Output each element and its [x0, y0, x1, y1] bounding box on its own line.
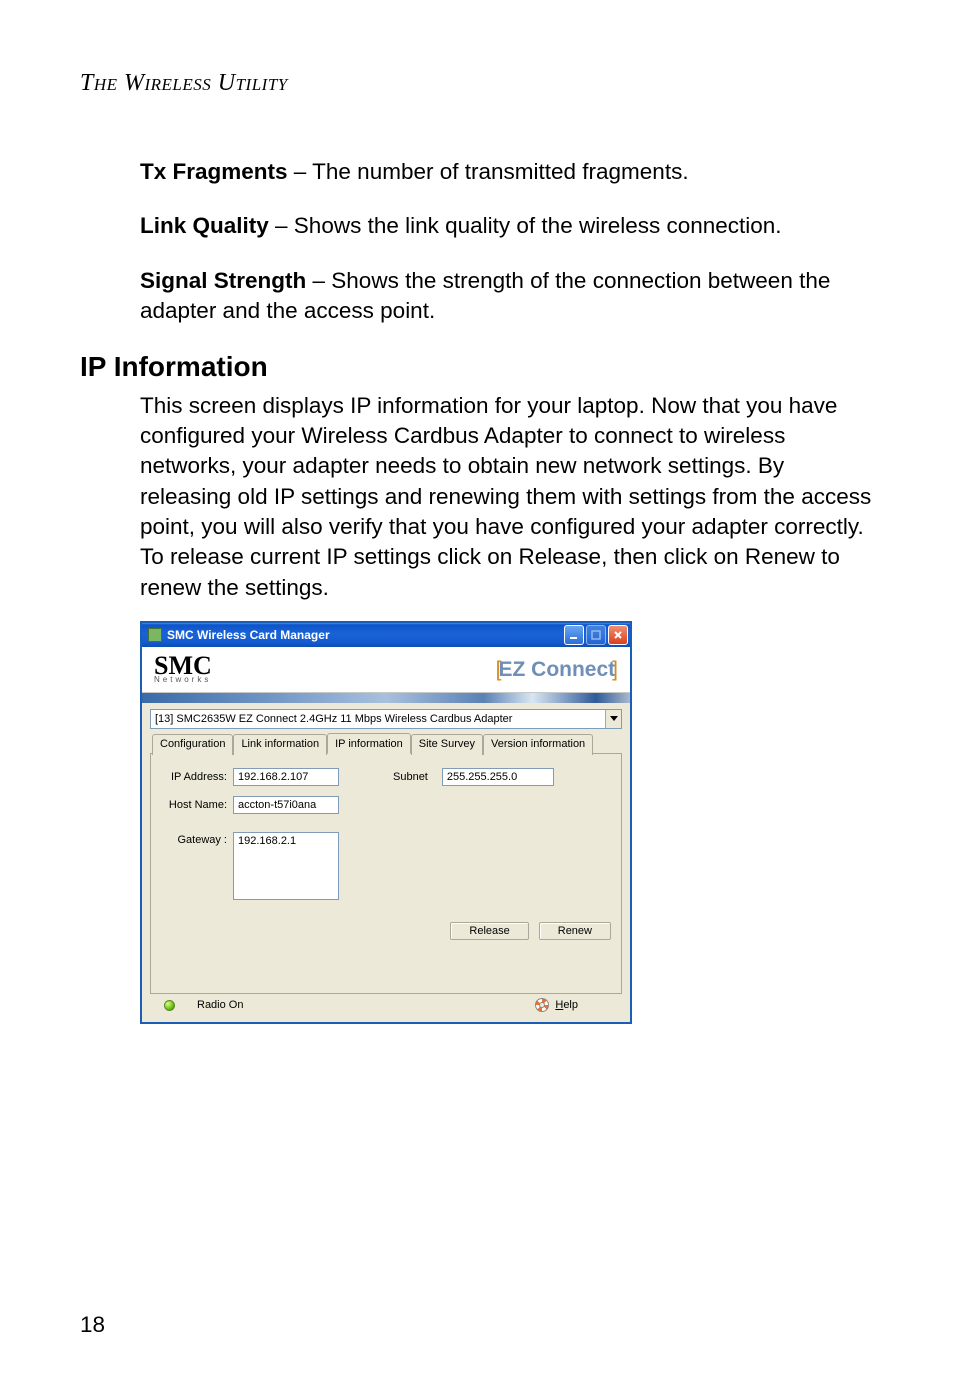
term: Link Quality	[140, 213, 269, 238]
window-buttons	[564, 625, 628, 645]
tab-version-information[interactable]: Version information	[483, 734, 593, 755]
brand-bar: SMC Networks EZ Connect	[142, 647, 630, 693]
def-tx-fragments: Tx Fragments – The number of transmitted…	[140, 157, 874, 187]
subnet-label: Subnet	[393, 771, 434, 783]
host-label: Host Name:	[161, 799, 233, 811]
dropdown-arrow-icon[interactable]	[605, 710, 621, 728]
term-desc: – The number of transmitted fragments.	[288, 159, 689, 184]
term-desc: – Shows the link quality of the wireless…	[269, 213, 782, 238]
brand-sub: Networks	[154, 677, 212, 683]
maximize-button[interactable]	[586, 625, 606, 645]
help-icon	[535, 998, 549, 1012]
radio-status: Radio On	[197, 999, 243, 1011]
tab-ip-information[interactable]: IP information	[327, 733, 411, 754]
gateway-value: 192.168.2.1	[233, 832, 339, 900]
adapter-value: [13] SMC2635W EZ Connect 2.4GHz 11 Mbps …	[155, 713, 512, 725]
page-number: 18	[80, 1312, 105, 1338]
app-window: SMC Wireless Card Manager SMC Networks E…	[140, 621, 632, 1024]
definitions-block: Tx Fragments – The number of transmitted…	[140, 157, 874, 327]
section-body: This screen displays IP information for …	[140, 391, 874, 604]
section-heading: IP Information	[80, 351, 874, 383]
gateway-label: Gateway :	[161, 832, 233, 846]
row-gateway: Gateway : 192.168.2.1	[161, 832, 611, 900]
radio-on-icon	[164, 1000, 175, 1011]
minimize-button[interactable]	[564, 625, 584, 645]
adapter-select[interactable]: [13] SMC2635W EZ Connect 2.4GHz 11 Mbps …	[150, 709, 622, 729]
page-header: The Wireless Utility	[80, 70, 874, 97]
help-area[interactable]: Help	[535, 998, 614, 1012]
tab-configuration[interactable]: Configuration	[152, 734, 233, 755]
term: Tx Fragments	[140, 159, 288, 184]
window-content: [13] SMC2635W EZ Connect 2.4GHz 11 Mbps …	[142, 703, 630, 1022]
close-button[interactable]	[608, 625, 628, 645]
def-link-quality: Link Quality – Shows the link quality of…	[140, 211, 874, 241]
row-ip-subnet: IP Address: 192.168.2.107 Subnet 255.255…	[161, 768, 611, 786]
adapter-row: [13] SMC2635W EZ Connect 2.4GHz 11 Mbps …	[150, 709, 622, 729]
brand-product: EZ Connect	[496, 658, 618, 682]
brand-logo: SMC Networks	[154, 656, 212, 683]
help-label: Help	[555, 999, 578, 1011]
window-title: SMC Wireless Card Manager	[167, 628, 564, 642]
subnet-value: 255.255.255.0	[442, 768, 554, 786]
titlebar[interactable]: SMC Wireless Card Manager	[142, 623, 630, 647]
app-icon	[148, 628, 162, 642]
renew-button[interactable]: Renew	[539, 922, 611, 940]
button-row: Release Renew	[161, 922, 611, 940]
host-value: accton-t57i0ana	[233, 796, 339, 814]
decorative-gradient	[142, 693, 630, 703]
ip-value: 192.168.2.107	[233, 768, 339, 786]
tab-site-survey[interactable]: Site Survey	[411, 734, 483, 755]
def-signal-strength: Signal Strength – Shows the strength of …	[140, 266, 874, 327]
tab-link-information[interactable]: Link information	[233, 734, 327, 755]
status-bar: Radio On Help	[150, 994, 622, 1016]
term: Signal Strength	[140, 268, 306, 293]
row-host: Host Name: accton-t57i0ana	[161, 796, 611, 814]
ip-label: IP Address:	[161, 771, 233, 783]
tabs: Configuration Link information IP inform…	[150, 733, 622, 754]
release-button[interactable]: Release	[450, 922, 528, 940]
tab-panel: IP Address: 192.168.2.107 Subnet 255.255…	[150, 754, 622, 994]
